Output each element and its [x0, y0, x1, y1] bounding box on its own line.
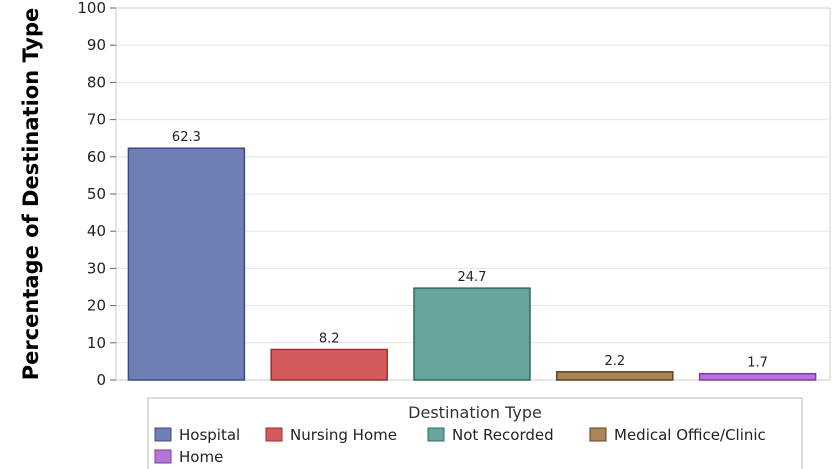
legend-swatch-not-recorded [427, 427, 445, 442]
y-tick-label: 0 [96, 371, 106, 389]
legend-swatch-nursing-home [265, 427, 283, 442]
legend-entry-hospital: Hospital [179, 426, 240, 444]
bar-home [698, 372, 817, 381]
y-tick-label: 20 [87, 297, 106, 315]
y-axis-ticks: 0 10 20 30 40 50 60 70 80 90 100 [77, 0, 116, 389]
bar-medical-office-clinic [556, 371, 674, 381]
y-tick-label: 10 [87, 334, 106, 352]
y-tick-label: 100 [77, 0, 106, 17]
data-label-not-recorded: 24.7 [458, 270, 487, 285]
legend-title: Destination Type [408, 403, 542, 422]
legend-box [147, 397, 803, 469]
y-tick-label: 60 [87, 148, 106, 166]
data-label-nursing-home: 8.2 [319, 331, 340, 346]
legend-entry-medical-office-clinic: Medical Office/Clinic [614, 426, 766, 444]
y-axis-label: Percentage of Destination Type [19, 8, 43, 381]
legend-entry-home: Home [179, 448, 223, 466]
data-label-home: 1.7 [747, 356, 768, 371]
legend: Destination Type Hospital Nursing Home Not… [147, 397, 803, 469]
y-tick-label: 90 [87, 36, 106, 54]
legend-swatch-home [154, 449, 172, 464]
data-label-hospital: 62.3 [172, 130, 201, 145]
bar-not-recorded [413, 287, 531, 381]
bars [127, 147, 817, 381]
y-tick-label: 30 [87, 259, 106, 277]
bar-nursing-home [270, 348, 388, 381]
legend-entry-nursing-home: Nursing Home [290, 426, 397, 444]
data-label-medical-office-clinic: 2.2 [604, 354, 625, 369]
y-tick-label: 80 [87, 73, 106, 91]
y-tick-label: 40 [87, 222, 106, 240]
legend-entry-not-recorded: Not Recorded [452, 426, 554, 444]
bar-hospital [127, 147, 246, 381]
bar-data-labels: 62.3 8.2 24.7 2.2 1.7 [172, 130, 768, 370]
y-tick-label: 50 [87, 185, 106, 203]
legend-swatch-medical-office-clinic [589, 427, 607, 442]
y-tick-label: 70 [87, 111, 106, 129]
legend-swatch-hospital [154, 427, 172, 442]
